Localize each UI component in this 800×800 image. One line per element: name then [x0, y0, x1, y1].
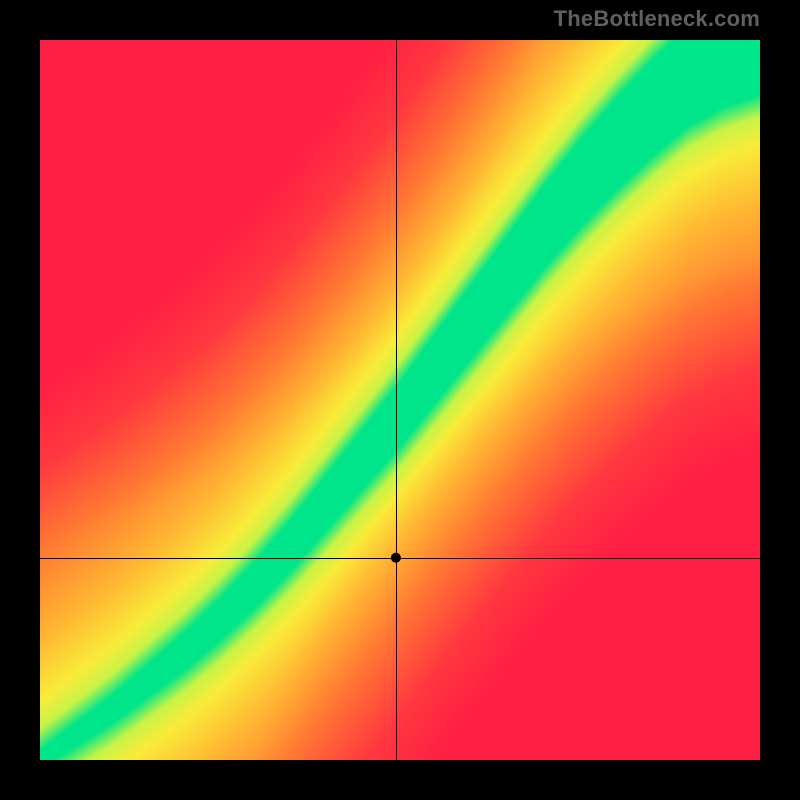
outer-frame: TheBottleneck.com	[0, 0, 800, 800]
heatmap-canvas	[40, 40, 760, 760]
plot-area	[40, 40, 760, 760]
watermark-text: TheBottleneck.com	[554, 6, 760, 32]
